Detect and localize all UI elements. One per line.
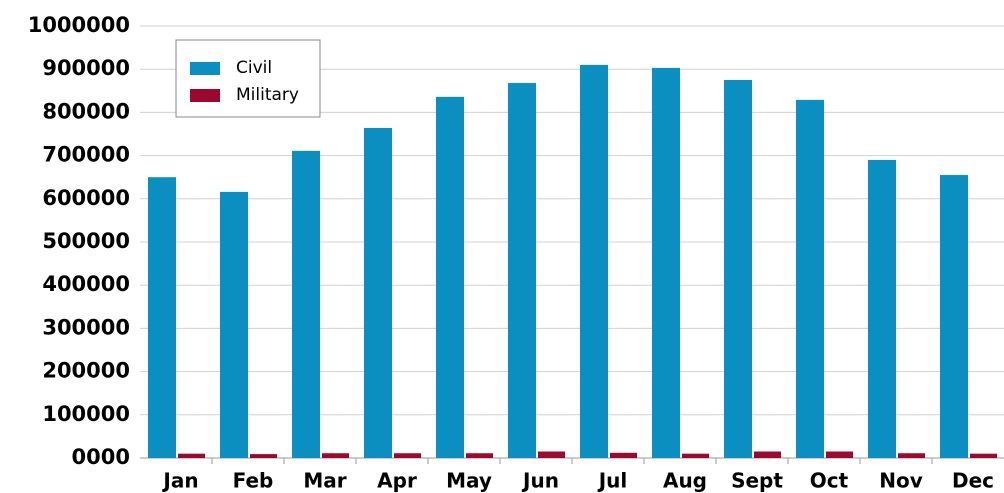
y-tick-label: 0000 (72, 445, 130, 469)
bar (220, 191, 248, 458)
y-tick-label: 1000000 (28, 13, 130, 37)
x-tick-label: Dec (952, 469, 994, 493)
x-tick-label: Mar (303, 469, 346, 493)
bar (292, 150, 320, 458)
legend-label: Military (236, 85, 299, 105)
legend-label: Civil (236, 58, 272, 78)
bar (826, 451, 853, 458)
bar (940, 175, 968, 459)
legend-swatch (190, 89, 220, 102)
bar (610, 452, 637, 458)
bar (754, 451, 781, 458)
x-tick-label: Feb (233, 469, 274, 493)
bar (394, 453, 421, 458)
bar (868, 159, 896, 459)
y-tick-label: 300000 (42, 315, 130, 339)
x-tick-label: Nov (879, 469, 923, 493)
x-tick-label: Oct (810, 469, 849, 493)
bar (724, 80, 752, 458)
y-tick-label: 600000 (42, 186, 130, 210)
bar (682, 453, 709, 458)
x-tick-label: Jul (597, 469, 628, 493)
y-tick-label: 700000 (42, 143, 130, 167)
y-tick-label: 200000 (42, 359, 130, 383)
bar (538, 451, 565, 458)
y-tick-label: 800000 (42, 99, 130, 123)
bar (508, 83, 536, 459)
x-tick-label: Sept (731, 469, 783, 493)
legend-box (175, 39, 321, 118)
bar (178, 453, 205, 458)
x-tick-label: Jan (161, 469, 198, 493)
bar (250, 454, 277, 458)
bar (652, 67, 680, 459)
y-tick-label: 900000 (42, 56, 130, 80)
bar (580, 64, 608, 458)
y-tick-label: 100000 (42, 402, 130, 426)
bar (364, 127, 392, 459)
legend-swatch (190, 62, 220, 75)
bar (898, 453, 925, 458)
x-tick-label: Aug (663, 469, 707, 493)
bar (796, 99, 824, 458)
bar (148, 177, 176, 458)
x-tick-label: Jun (521, 469, 559, 493)
bar (970, 453, 997, 458)
y-tick-label: 500000 (42, 229, 130, 253)
x-tick-label: May (446, 469, 492, 493)
bar (436, 96, 464, 459)
bar (466, 453, 493, 458)
x-tick-label: Apr (377, 469, 417, 493)
bar (322, 453, 349, 458)
y-tick-label: 400000 (42, 272, 130, 296)
